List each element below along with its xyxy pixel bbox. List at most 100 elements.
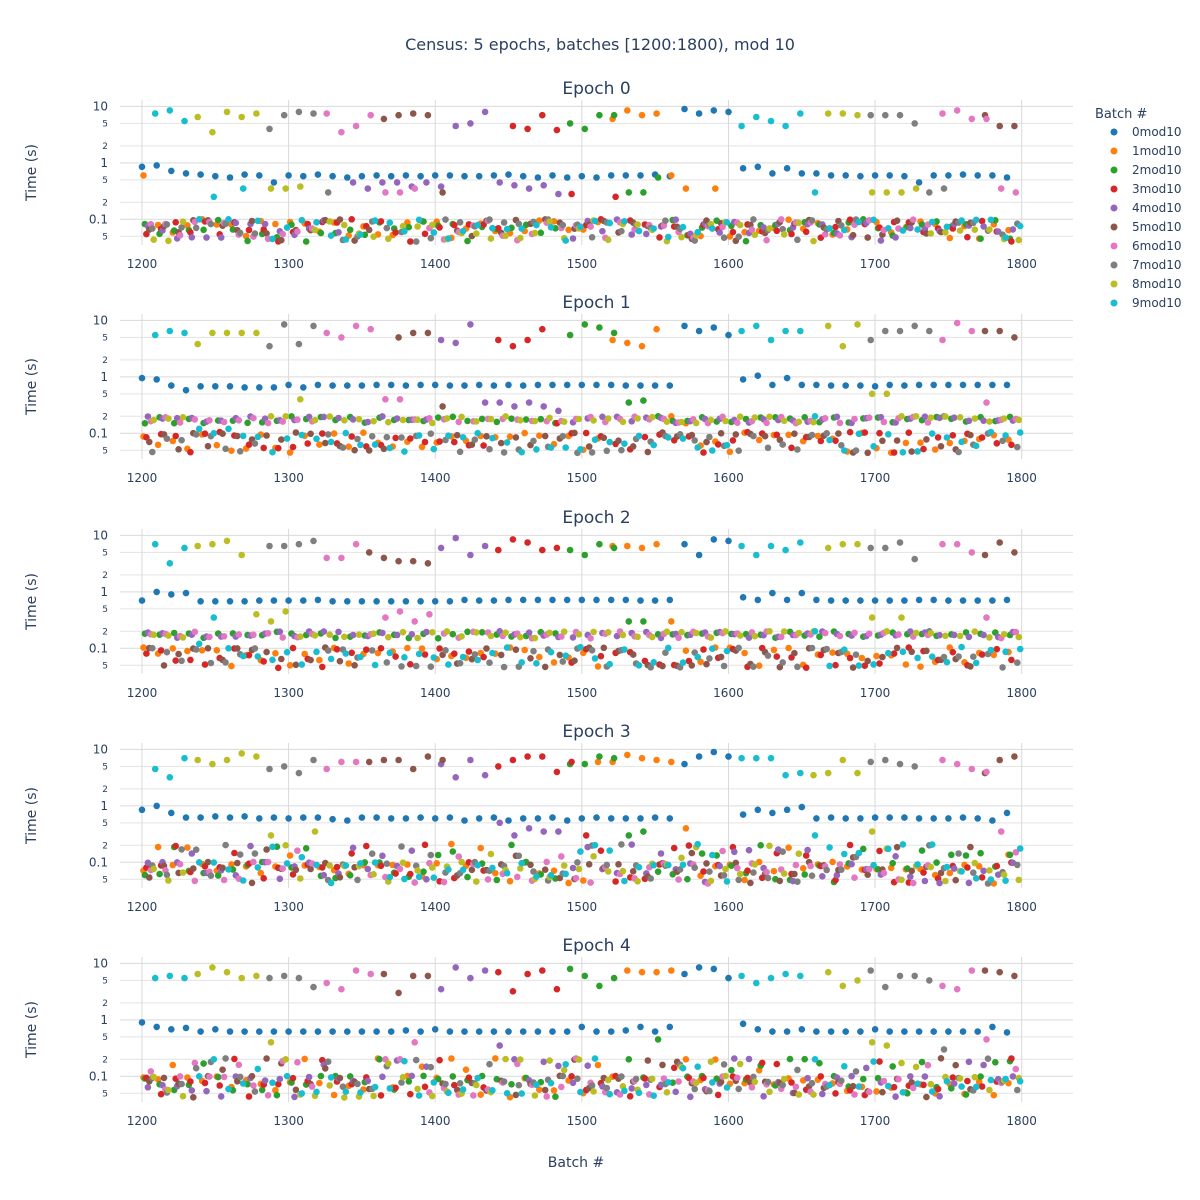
point-7mod10 [222, 1055, 229, 1062]
point-1mod10 [785, 431, 792, 439]
point-2mod10 [170, 629, 178, 637]
point-6mod10 [338, 334, 345, 341]
point-0mod10 [226, 174, 234, 181]
point-5mod10 [556, 651, 564, 659]
point-0mod10 [783, 806, 791, 814]
point-1mod10 [814, 432, 822, 440]
point-5mod10 [864, 871, 871, 878]
point-3mod10 [260, 875, 268, 882]
point-0mod10 [754, 372, 762, 380]
point-4mod10 [335, 414, 342, 422]
point-9mod10 [225, 866, 232, 873]
point-8mod10 [707, 416, 715, 424]
point-4mod10 [144, 1084, 152, 1091]
point-3mod10 [363, 842, 370, 850]
point-3mod10 [802, 664, 810, 671]
point-0mod10 [505, 381, 512, 389]
point-9mod10 [357, 231, 364, 238]
point-7mod10 [280, 972, 288, 980]
point-5mod10 [219, 1066, 226, 1073]
legend-item-3mod10[interactable]: 3mod10 [1110, 182, 1182, 196]
point-9mod10 [518, 225, 525, 232]
point-6mod10 [220, 633, 228, 640]
point-0mod10 [959, 171, 967, 178]
point-5mod10 [952, 1061, 959, 1069]
point-5mod10 [937, 869, 945, 877]
point-8mod10 [165, 237, 172, 245]
point-3mod10 [1008, 238, 1015, 245]
legend-item-6mod10[interactable]: 6mod10 [1110, 239, 1182, 253]
point-9mod10 [621, 1087, 628, 1095]
point-9mod10 [254, 653, 262, 660]
point-9mod10 [503, 1090, 511, 1097]
point-9mod10 [1016, 1078, 1024, 1085]
point-0mod10 [754, 1026, 762, 1033]
point-0mod10 [168, 591, 175, 598]
point-8mod10 [986, 634, 993, 641]
point-4mod10 [980, 417, 987, 425]
point-9mod10 [254, 864, 262, 871]
point-3mod10 [817, 651, 825, 659]
point-3mod10 [495, 968, 502, 976]
point-9mod10 [195, 859, 203, 866]
point-3mod10 [964, 233, 971, 241]
legend-item-4mod10[interactable]: 4mod10 [1110, 201, 1182, 215]
x-tick-label: 1400 [420, 900, 451, 914]
point-9mod10 [1002, 432, 1009, 439]
point-9mod10 [1016, 645, 1024, 653]
point-0mod10 [666, 1023, 674, 1031]
point-0mod10 [549, 1028, 556, 1035]
point-1mod10 [228, 662, 235, 670]
point-0mod10 [534, 1028, 542, 1035]
point-6mod10 [396, 396, 404, 403]
points-layer [138, 105, 1024, 245]
point-6mod10 [924, 419, 932, 426]
legend-item-7mod10[interactable]: 7mod10 [1110, 258, 1182, 272]
point-0mod10 [930, 381, 937, 389]
point-7mod10 [280, 321, 288, 328]
point-0mod10 [153, 1023, 160, 1031]
point-9mod10 [855, 218, 863, 226]
point-8mod10 [311, 226, 319, 234]
point-1mod10 [594, 663, 602, 670]
point-1mod10 [169, 437, 177, 445]
point-8mod10 [429, 419, 436, 427]
point-8mod10 [678, 628, 685, 636]
point-2mod10 [478, 415, 486, 423]
point-0mod10 [490, 1028, 498, 1035]
point-8mod10 [341, 221, 348, 229]
point-9mod10 [151, 331, 159, 339]
point-2mod10 [786, 1055, 794, 1063]
point-1mod10 [653, 540, 660, 548]
point-8mod10 [751, 231, 759, 239]
point-9mod10 [899, 449, 907, 456]
x-tick-label: 1500 [567, 900, 598, 914]
point-5mod10 [864, 449, 871, 457]
point-6mod10 [851, 415, 858, 423]
point-9mod10 [327, 655, 335, 663]
point-3mod10 [876, 847, 883, 855]
point-5mod10 [732, 859, 740, 867]
point-6mod10 [939, 336, 946, 344]
point-9mod10 [709, 645, 716, 652]
point-7mod10 [295, 769, 303, 777]
legend-item-8mod10[interactable]: 8mod10 [1110, 277, 1182, 291]
legend-item-1mod10[interactable]: 1mod10 [1110, 144, 1182, 158]
point-0mod10 [813, 170, 820, 177]
legend-item-0mod10[interactable]: 0mod10 [1110, 125, 1182, 139]
point-0mod10 [798, 170, 806, 177]
point-7mod10 [852, 447, 860, 454]
point-3mod10 [553, 985, 561, 993]
legend[interactable]: Batch #0mod101mod102mod103mod104mod105mo… [1095, 107, 1182, 310]
legend-item-2mod10[interactable]: 2mod10 [1110, 163, 1182, 177]
point-6mod10 [939, 540, 946, 548]
point-6mod10 [763, 868, 770, 876]
point-7mod10 [588, 647, 596, 654]
legend-item-9mod10[interactable]: 9mod10 [1110, 296, 1182, 310]
legend-item-5mod10[interactable]: 5mod10 [1110, 220, 1182, 234]
point-9mod10 [195, 1073, 203, 1080]
point-1mod10 [873, 1088, 880, 1095]
point-6mod10 [338, 128, 345, 136]
point-6mod10 [411, 618, 419, 625]
